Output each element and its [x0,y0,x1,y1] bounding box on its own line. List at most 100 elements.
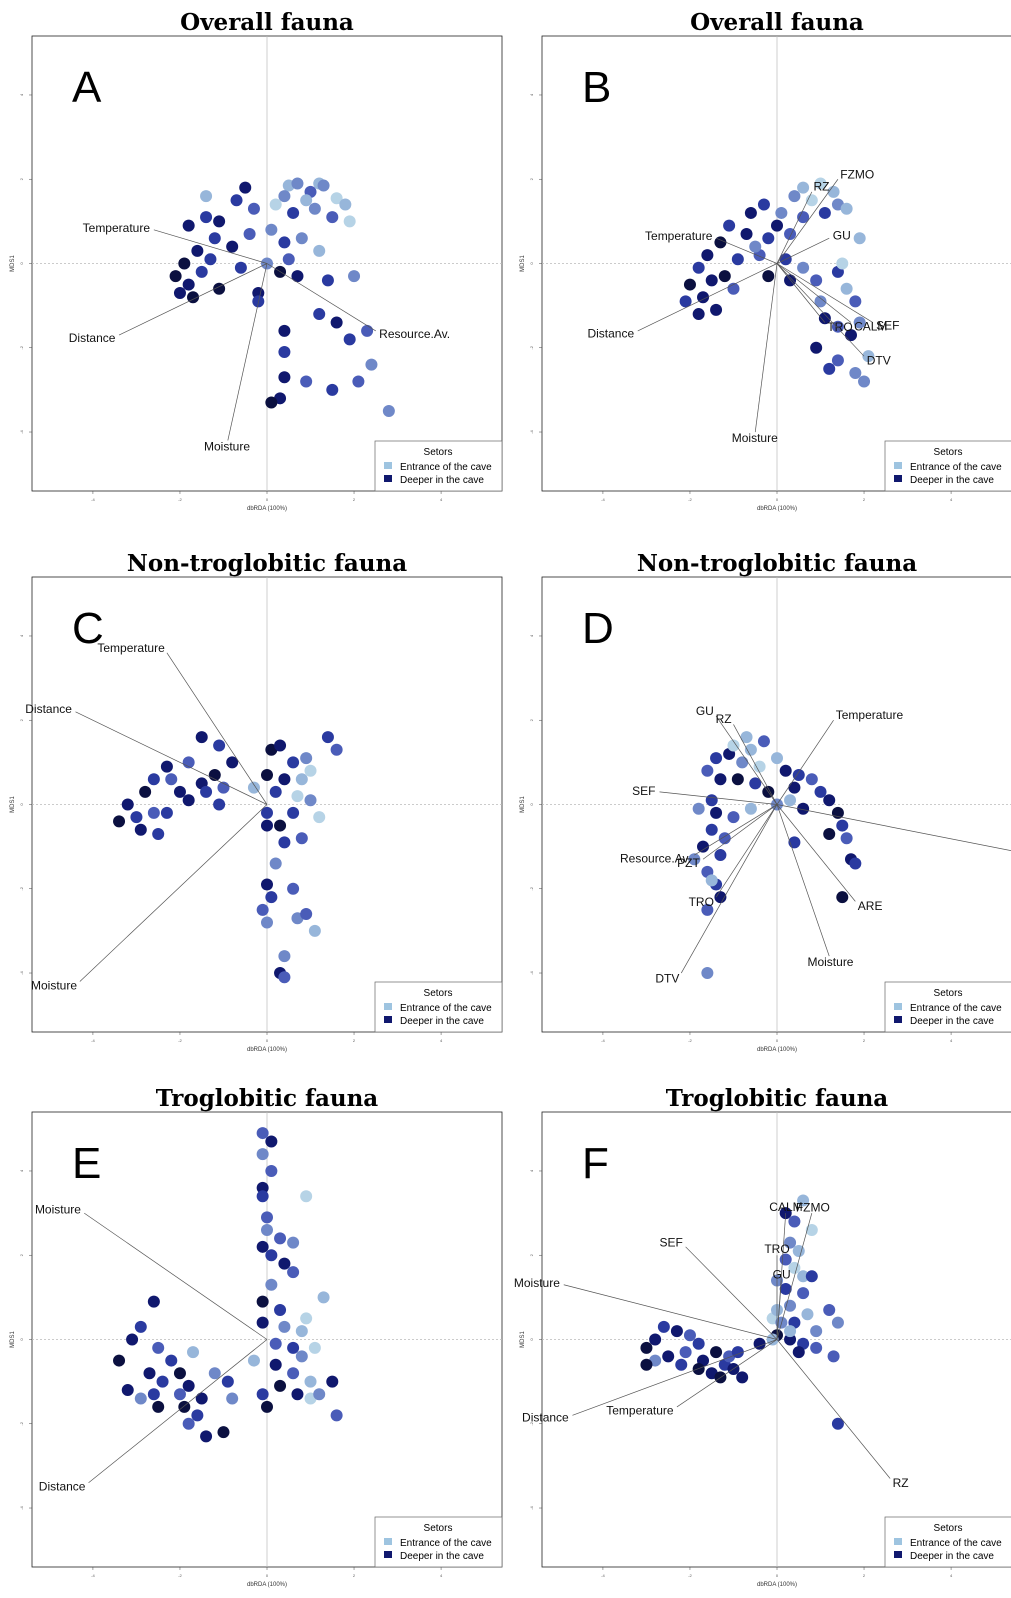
x-tick-label: -2 [688,1573,692,1578]
data-point [321,731,334,744]
data-point [265,891,278,904]
data-point [256,1181,269,1194]
data-point [147,1295,160,1308]
panel-a: Overall fauna -4 -2 0 2 4 4 2 0 -2 -4 dbRDA (100%) M… [10,9,503,512]
data-point [762,232,775,245]
legend-swatch-deeper [384,475,392,482]
vector-label: SEF [876,319,899,333]
vector-label: Distance [69,331,116,345]
data-point [278,971,291,984]
data-point [287,806,300,819]
panel-title: Troglobitic fauna [156,1085,378,1112]
data-point [840,202,853,215]
data-point [714,891,727,904]
data-point [261,1223,273,1236]
legend-swatch-entrance [894,462,902,469]
y-tick-label: 0 [19,803,24,806]
data-point [213,282,226,295]
y-tick-label: -2 [529,345,534,349]
data-point [810,1341,823,1354]
data-point [784,1236,797,1249]
data-point [714,849,727,862]
data-point [831,320,844,333]
data-point [784,1299,797,1312]
vector-label: Moisture [35,1203,81,1217]
data-point [788,781,801,794]
legend-item-entrance: Entrance of the cave [400,462,492,473]
data-point [762,270,775,283]
env-vector [88,1339,268,1484]
data-point [143,1367,156,1380]
data-point [304,764,317,777]
y-axis-label: MDS1 [10,1331,16,1348]
data-point [126,1333,139,1346]
data-point [697,840,710,853]
data-point [823,362,836,375]
vector-label: Distance [25,702,72,716]
data-point [121,798,134,811]
data-point [836,891,849,904]
legend-box [884,440,1011,492]
data-point [256,1388,269,1401]
legend-item-deeper: Deeper in the cave [910,475,994,486]
data-point [683,1329,696,1342]
point-group [113,1127,343,1443]
vector-label: Temperature [606,1403,674,1417]
data-point [688,853,701,866]
y-tick-label: 2 [529,718,534,721]
data-point [317,1291,330,1304]
data-point [265,1249,278,1262]
legend-box [374,1516,503,1568]
y-axis-label: MDS1 [520,1331,526,1348]
env-vector [118,263,268,336]
data-point [261,1211,273,1224]
data-point [779,1282,792,1295]
data-point [382,404,395,417]
data-point [278,773,291,786]
data-point [191,244,204,257]
data-point [200,190,213,203]
env-vector [694,804,778,856]
data-point [187,1346,200,1359]
data-point [771,219,783,232]
legend-item-entrance: Entrance of the cave [910,1003,1002,1014]
data-point [247,202,260,215]
data-point [326,383,339,396]
data-point [300,1312,313,1325]
data-point [727,811,740,824]
legend-swatch-deeper [384,1551,392,1558]
panel-f: Troglobitic fauna -4 -2 0 2 4 4 2 0 -2 -4 dbRDA (10… [514,1085,1011,1588]
data-point [169,270,182,283]
panel-letter: B [582,63,611,112]
y-tick-label: -2 [19,1421,24,1425]
data-point [792,1346,805,1359]
data-point [662,1350,675,1363]
legend-item-entrance: Entrance of the cave [400,1003,492,1014]
data-point [261,878,273,891]
data-point [278,1257,291,1270]
x-axis-label: dbRDA (100%) [247,1047,287,1053]
data-point [823,794,836,807]
point-group [679,177,875,388]
env-vector [715,804,778,898]
data-point [343,215,356,228]
data-point [200,211,213,224]
data-point [274,1379,287,1392]
data-point [269,1358,282,1371]
data-point [182,278,195,291]
panel-title: Non-troglobitic fauna [637,550,917,577]
data-point [256,1127,269,1140]
x-tick-label: 2 [353,497,356,502]
x-tick-label: -4 [91,497,95,502]
data-point [313,811,326,824]
data-point [256,1190,269,1203]
data-point [339,198,352,211]
data-point [771,752,783,765]
data-point [744,743,757,756]
data-point [823,1304,836,1317]
vector-label: TRO [689,895,714,909]
data-point [352,375,365,388]
data-point [710,303,723,316]
x-tick-label: 4 [950,497,953,502]
data-point [657,1320,670,1333]
